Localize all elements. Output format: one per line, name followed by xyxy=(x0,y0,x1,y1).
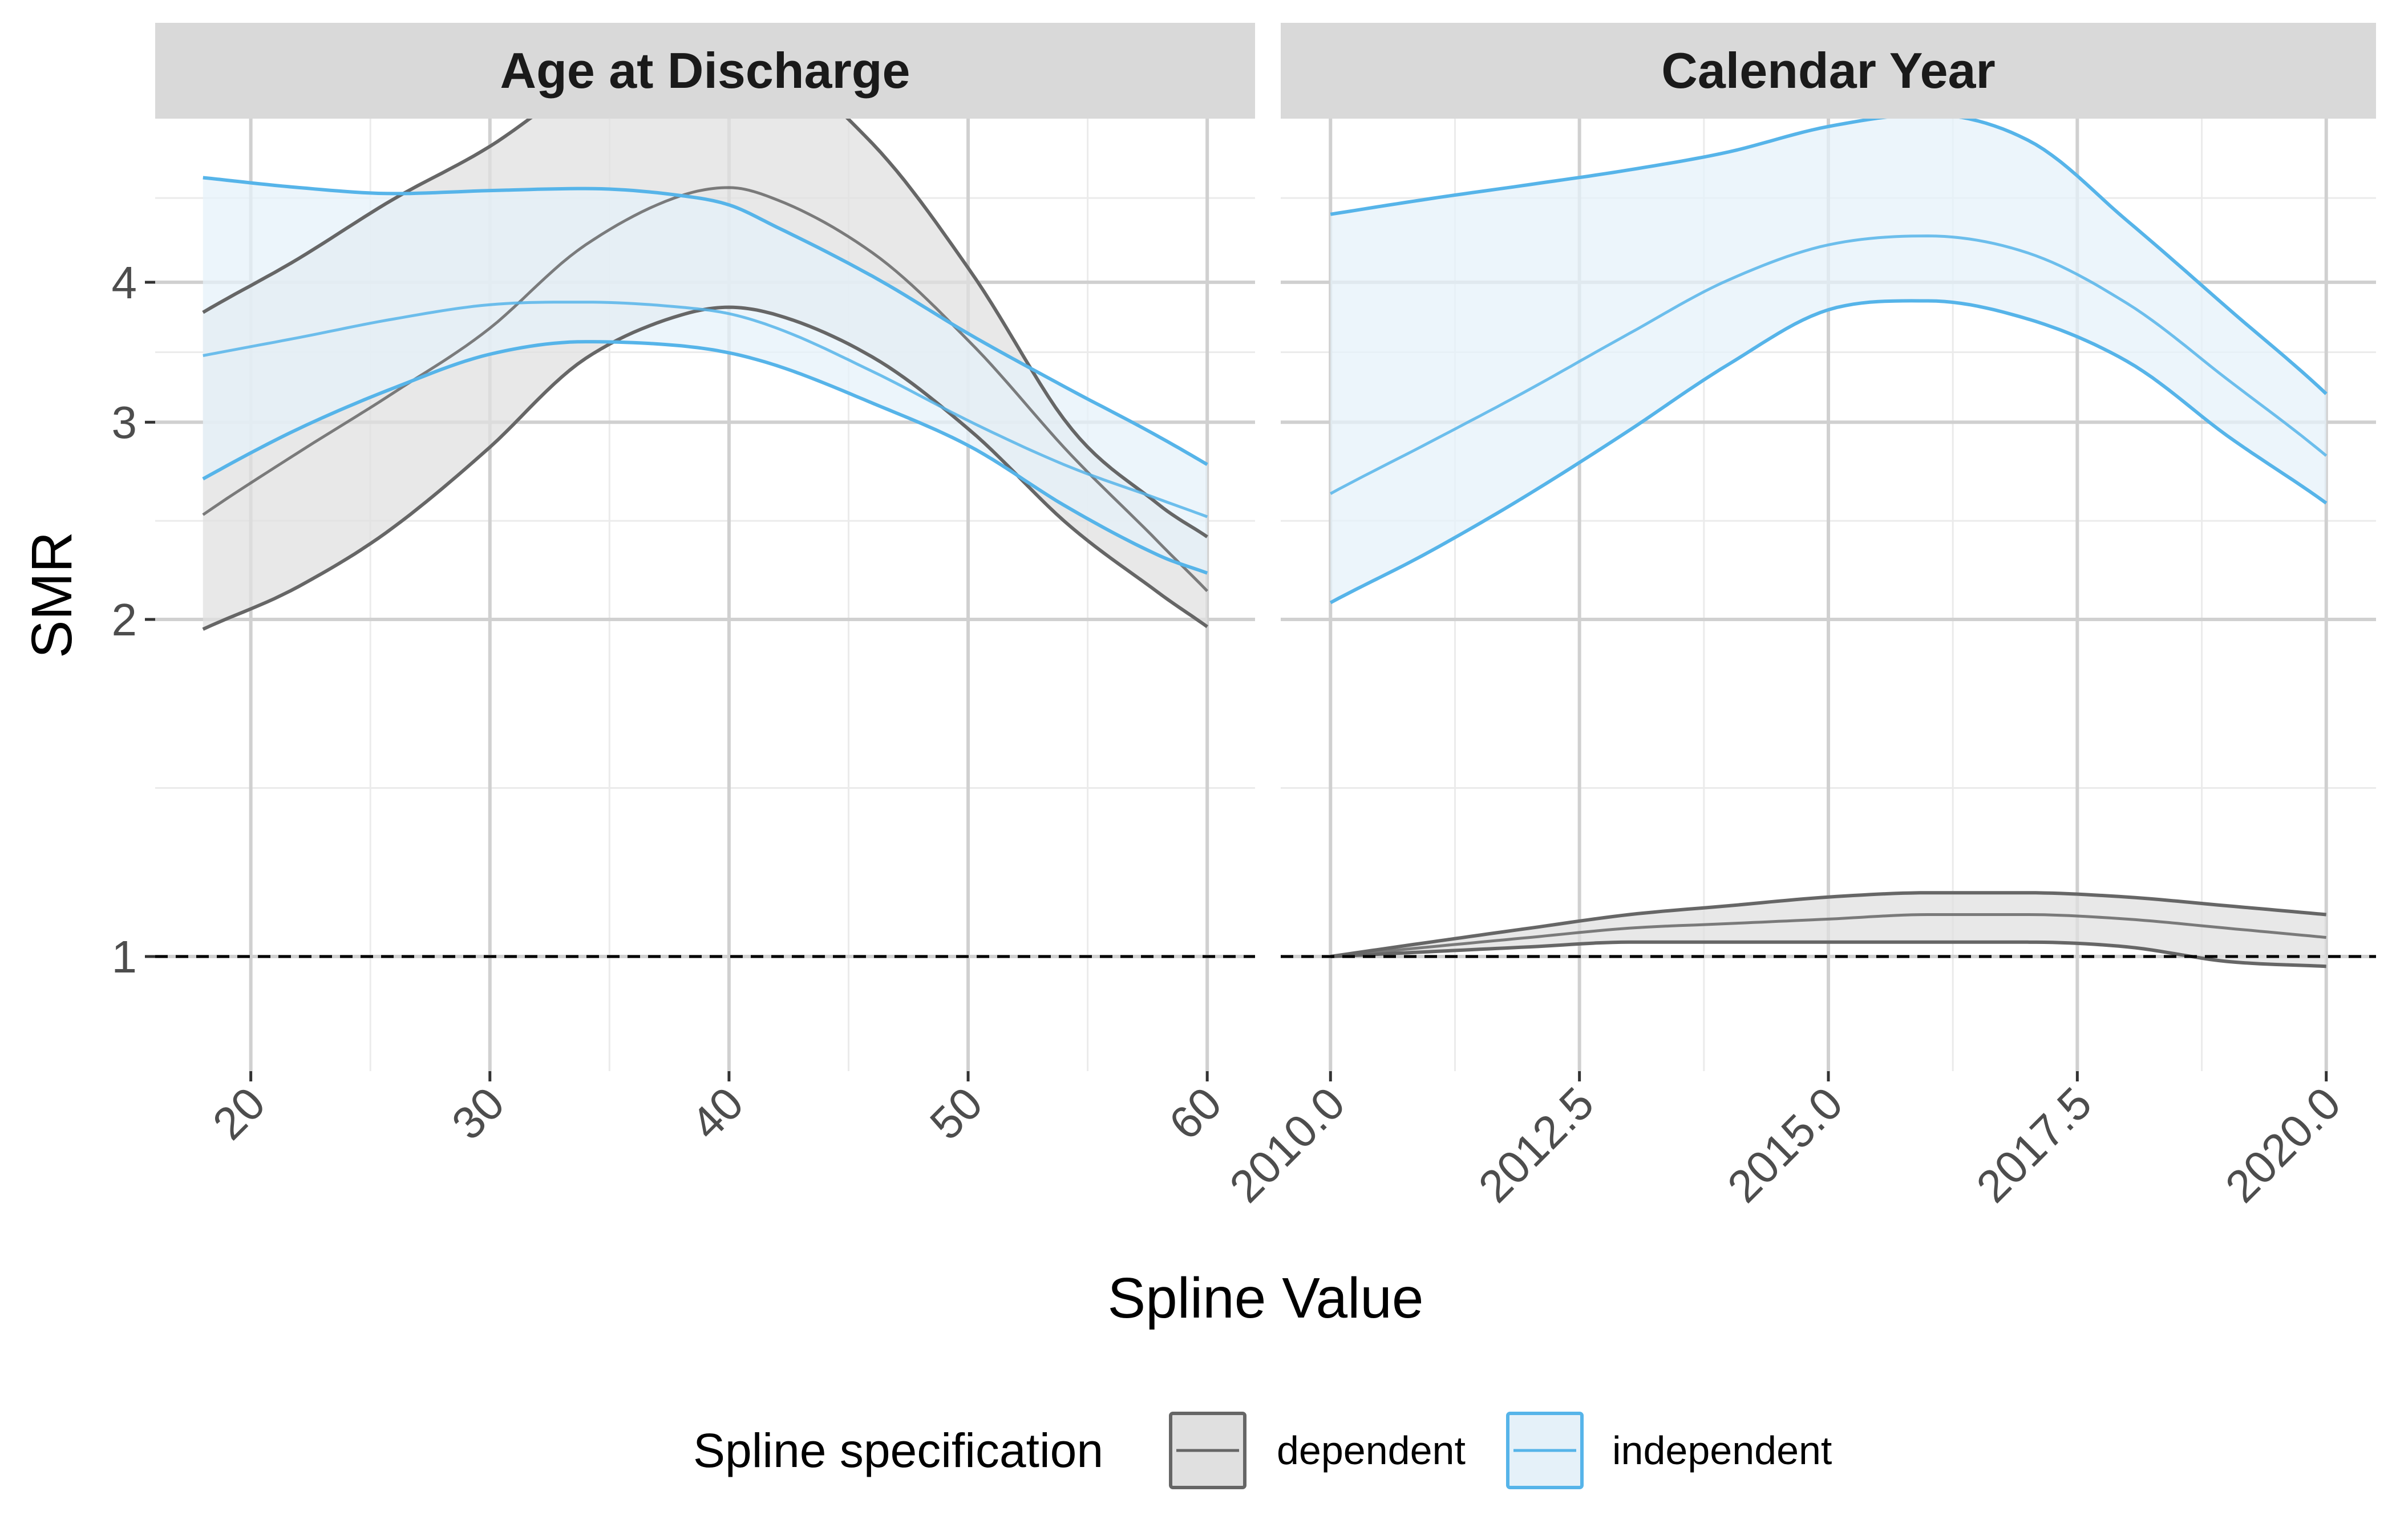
x-tick-label: 2012.5 xyxy=(1469,1077,1604,1212)
panels: Age at Discharge Calendar Year xyxy=(155,23,2376,1071)
y-tick-label: 1 xyxy=(112,931,137,982)
plot-area xyxy=(1329,119,2328,968)
ribbon-dependent xyxy=(1330,893,2326,967)
line-dependent-lower xyxy=(1330,940,2326,968)
strip-background xyxy=(155,23,1255,119)
line-independent-upper xyxy=(1330,119,2328,395)
panel-1: Age at Discharge xyxy=(155,23,1255,1071)
y-tick-label: 4 xyxy=(112,257,137,308)
x-tick-label: 30 xyxy=(442,1077,514,1149)
y-axis-title: SMR xyxy=(20,532,84,658)
x-tick-label: 20 xyxy=(203,1077,275,1149)
line-dependent-estimate xyxy=(202,186,1209,593)
line-dependent-upper xyxy=(202,119,1208,538)
legend-label: dependent xyxy=(1277,1428,1466,1473)
legend-item-independent: independent xyxy=(1506,1412,1832,1489)
line-independent-lower xyxy=(1329,299,2328,605)
legend-title: Spline specification xyxy=(693,1424,1103,1477)
legend-items: dependent independent xyxy=(1169,1412,1832,1489)
line-independent-upper xyxy=(203,176,1208,466)
panel-2: Calendar Year xyxy=(1281,23,2376,1071)
plot-area xyxy=(202,119,1209,631)
x-tick-label: 2017.5 xyxy=(1966,1077,2101,1212)
legend: Spline specification dependent independen… xyxy=(693,1412,1832,1489)
y-tick-label: 2 xyxy=(112,594,137,645)
ribbon-independent xyxy=(203,177,1208,573)
strip-title: Age at Discharge xyxy=(500,42,910,99)
x-tick-label: 40 xyxy=(681,1077,753,1149)
line-dependent-upper xyxy=(1330,891,2326,958)
legend-item-dependent: dependent xyxy=(1169,1412,1466,1489)
line-dependent-lower xyxy=(202,305,1208,631)
line-independent-estimate xyxy=(1330,234,2328,495)
x-tick-label: 50 xyxy=(920,1077,992,1149)
strip-title: Calendar Year xyxy=(1661,42,1995,99)
x-tick-label: 60 xyxy=(1159,1077,1231,1149)
legend-label: independent xyxy=(1612,1428,1832,1473)
x-tick-label: 2010.0 xyxy=(1220,1077,1354,1212)
strip-background xyxy=(1281,23,2376,119)
x-tick-label: 2015.0 xyxy=(1718,1077,1852,1212)
x-axis-title: Spline Value xyxy=(1107,1266,1423,1330)
y-tick-label: 3 xyxy=(112,397,137,448)
ribbon-independent xyxy=(1330,119,2326,603)
line-independent-estimate xyxy=(203,301,1208,518)
line-independent-lower xyxy=(202,340,1208,575)
x-tick-label: 2020.0 xyxy=(2216,1077,2350,1212)
line-dependent-estimate xyxy=(1330,913,2326,958)
